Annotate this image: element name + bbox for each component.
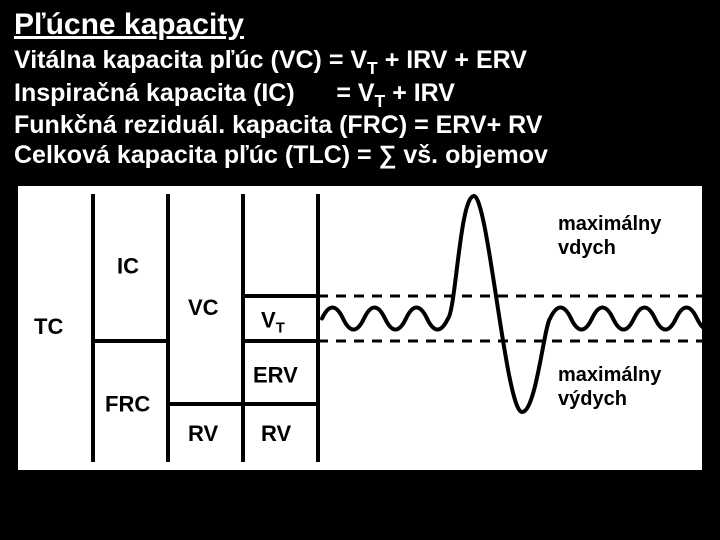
svg-text:VT: VT (261, 308, 285, 337)
svg-text:TC: TC (34, 314, 63, 339)
svg-text:výdych: výdych (558, 388, 627, 410)
spirogram-diagram: TCICFRCVCRVVTERVRVmaximálnyvdychmaximáln… (14, 182, 706, 474)
svg-text:IC: IC (117, 254, 139, 279)
svg-text:maximálny: maximálny (558, 213, 662, 235)
svg-text:FRC: FRC (105, 392, 150, 417)
svg-text:maximálny: maximálny (558, 364, 662, 386)
spirogram-svg: TCICFRCVCRVVTERVRVmaximálnyvdychmaximáln… (18, 186, 702, 470)
svg-text:ERV: ERV (253, 363, 298, 388)
svg-text:RV: RV (261, 421, 291, 446)
page-title: Pľúcne kapacity (14, 8, 706, 42)
def-row-0: Vitálna kapacita pľúc (VC) = VT + IRV + … (14, 46, 706, 79)
svg-text:vdych: vdych (558, 237, 616, 259)
definitions-block: Vitálna kapacita pľúc (VC) = VT + IRV + … (0, 46, 720, 176)
def-row-1: Inspiračná kapacita (IC) = VT + IRV (14, 79, 706, 112)
def-row-2: Funkčná reziduál. kapacita (FRC) = ERV+ … (14, 111, 706, 141)
svg-text:RV: RV (188, 421, 218, 446)
def-row-3: Celková kapacita pľúc (TLC) = ∑ vš. obje… (14, 141, 706, 171)
svg-text:VC: VC (188, 295, 219, 320)
